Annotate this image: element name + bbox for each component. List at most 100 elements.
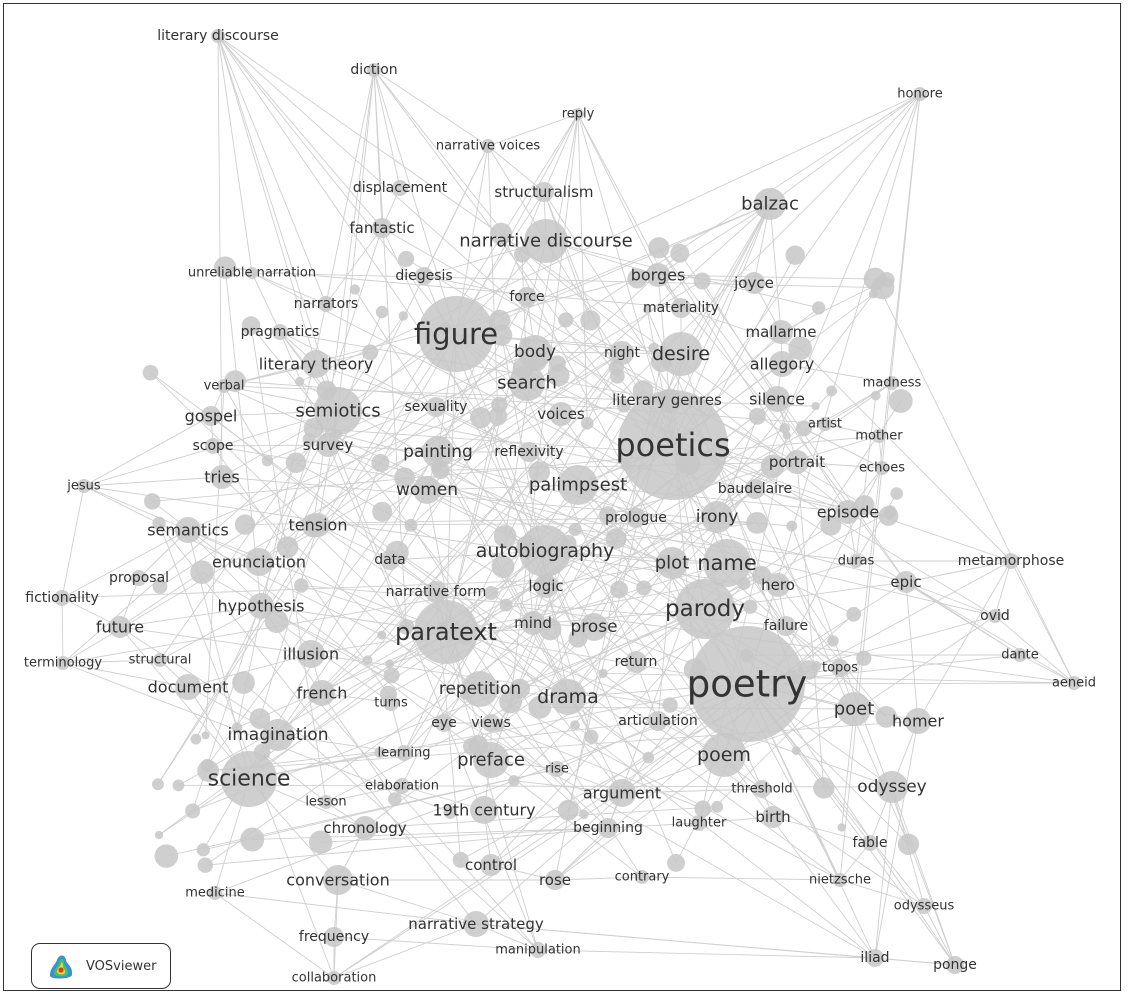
term-label-logic[interactable]: logic [528, 577, 563, 595]
term-node-hero[interactable] [766, 573, 790, 597]
term-node-materiality[interactable] [671, 298, 691, 318]
term-node-elaboration[interactable] [394, 778, 410, 794]
term-node-figure[interactable] [418, 296, 494, 372]
term-label-metamorphose[interactable]: metamorphose [958, 553, 1065, 569]
term-node-lesson[interactable] [319, 795, 333, 809]
term-label-irony[interactable]: irony [696, 507, 739, 527]
term-label-tension[interactable]: tension [289, 516, 348, 535]
term-label-verbal[interactable]: verbal [204, 379, 245, 394]
term-label-narrators[interactable]: narrators [294, 296, 358, 312]
term-node-argument[interactable] [608, 779, 636, 807]
term-node-echoes[interactable] [875, 461, 889, 475]
term-label-painting[interactable]: painting [403, 442, 473, 462]
term-label-iliad[interactable]: iliad [860, 950, 889, 966]
term-node-narrative-voices[interactable] [481, 139, 495, 153]
term-node-contrary[interactable] [635, 870, 649, 884]
term-node-allegory[interactable] [769, 351, 795, 377]
term-node-fictionality[interactable] [54, 590, 70, 606]
term-label-artist[interactable]: artist [808, 417, 842, 432]
term-node-narrative-discourse[interactable] [524, 219, 568, 263]
term-node-metamorphose[interactable] [1003, 553, 1019, 569]
term-label-rise[interactable]: rise [545, 762, 569, 777]
term-node-night[interactable] [610, 341, 634, 365]
term-label-19th-century[interactable]: 19th century [432, 801, 535, 820]
term-node-structural[interactable] [153, 653, 167, 667]
term-label-beginning[interactable]: beginning [573, 820, 643, 836]
term-node-prose[interactable] [580, 613, 608, 641]
term-label-nietzsche[interactable]: nietzsche [809, 873, 871, 888]
term-label-lesson[interactable]: lesson [305, 795, 346, 810]
term-label-madness[interactable]: madness [863, 376, 922, 391]
term-node-epic[interactable] [895, 571, 917, 593]
term-node-semantics[interactable] [175, 517, 201, 543]
term-node-failure[interactable] [776, 616, 796, 636]
term-label-desire[interactable]: desire [652, 343, 710, 365]
term-label-narrative-form[interactable]: narrative form [386, 584, 487, 600]
term-label-turns[interactable]: turns [374, 696, 408, 711]
term-node-birth[interactable] [762, 806, 784, 828]
term-node-fantastic[interactable] [372, 218, 392, 238]
term-label-poetry[interactable]: poetry [687, 663, 808, 706]
term-node-search[interactable] [509, 365, 545, 401]
term-label-structural[interactable]: structural [129, 653, 192, 668]
term-node-painting[interactable] [422, 436, 454, 468]
term-label-joyce[interactable]: joyce [733, 274, 774, 292]
term-node-medicine[interactable] [208, 886, 222, 900]
term-label-proposal[interactable]: proposal [109, 570, 169, 586]
term-label-women[interactable]: women [396, 480, 458, 500]
term-node-ovid[interactable] [988, 609, 1002, 623]
term-node-poetics[interactable] [618, 390, 728, 500]
term-node-tension[interactable] [306, 513, 330, 537]
term-label-name[interactable]: name [697, 551, 757, 575]
term-label-paratext[interactable]: paratext [395, 618, 497, 646]
term-label-baudelaire[interactable]: baudelaire [718, 481, 792, 497]
term-node-nietzsche[interactable] [833, 873, 847, 887]
term-label-chronology[interactable]: chronology [323, 819, 406, 837]
term-node-borges[interactable] [646, 263, 670, 287]
term-node-desire[interactable] [659, 332, 703, 376]
term-label-articulation[interactable]: articulation [618, 713, 698, 729]
term-label-silence[interactable]: silence [749, 390, 805, 409]
term-label-eye[interactable]: eye [431, 715, 457, 731]
term-node-odysseus[interactable] [916, 898, 932, 914]
term-label-french[interactable]: french [297, 684, 348, 703]
term-label-materiality[interactable]: materiality [643, 300, 719, 316]
term-label-repetition[interactable]: repetition [439, 679, 521, 699]
term-label-odyssey[interactable]: odyssey [857, 777, 927, 797]
term-node-terminology[interactable] [56, 656, 70, 670]
term-label-mallarme[interactable]: mallarme [745, 323, 816, 341]
term-node-diegesis[interactable] [415, 267, 433, 285]
term-node-topos[interactable] [831, 659, 849, 677]
term-label-fantastic[interactable]: fantastic [349, 219, 414, 237]
term-label-borges[interactable]: borges [631, 266, 686, 285]
term-node-laughter[interactable] [691, 815, 707, 831]
term-node-preface[interactable] [473, 742, 509, 778]
term-label-reply[interactable]: reply [562, 107, 595, 122]
term-node-joyce[interactable] [743, 272, 765, 294]
term-label-survey[interactable]: survey [303, 436, 354, 454]
term-label-threshold[interactable]: threshold [731, 782, 792, 797]
term-label-failure[interactable]: failure [764, 618, 808, 634]
term-label-dante[interactable]: dante [1001, 648, 1039, 663]
term-node-autobiography[interactable] [519, 525, 571, 577]
term-label-narrative-strategy[interactable]: narrative strategy [408, 915, 544, 933]
term-node-balzac[interactable] [754, 188, 786, 220]
term-label-palimpsest[interactable]: palimpsest [529, 475, 627, 496]
term-label-terminology[interactable]: terminology [24, 656, 102, 671]
term-label-diction[interactable]: diction [350, 62, 397, 78]
term-label-drama[interactable]: drama [537, 686, 599, 708]
term-label-unreliable-narration[interactable]: unreliable narration [188, 266, 316, 281]
term-label-pragmatics[interactable]: pragmatics [241, 324, 320, 340]
term-label-return[interactable]: return [615, 654, 658, 670]
term-node-collaboration[interactable] [327, 971, 341, 985]
term-node-plot[interactable] [656, 547, 688, 579]
term-label-prologue[interactable]: prologue [605, 510, 667, 526]
term-label-learning[interactable]: learning [377, 746, 430, 761]
term-label-parody[interactable]: parody [665, 596, 745, 622]
term-label-narrative-voices[interactable]: narrative voices [436, 139, 541, 154]
term-label-literary-discourse[interactable]: literary discourse [157, 28, 279, 44]
term-node-honore[interactable] [913, 87, 927, 101]
term-node-literary-theory[interactable] [302, 350, 330, 378]
term-node-19th-century[interactable] [470, 796, 498, 824]
